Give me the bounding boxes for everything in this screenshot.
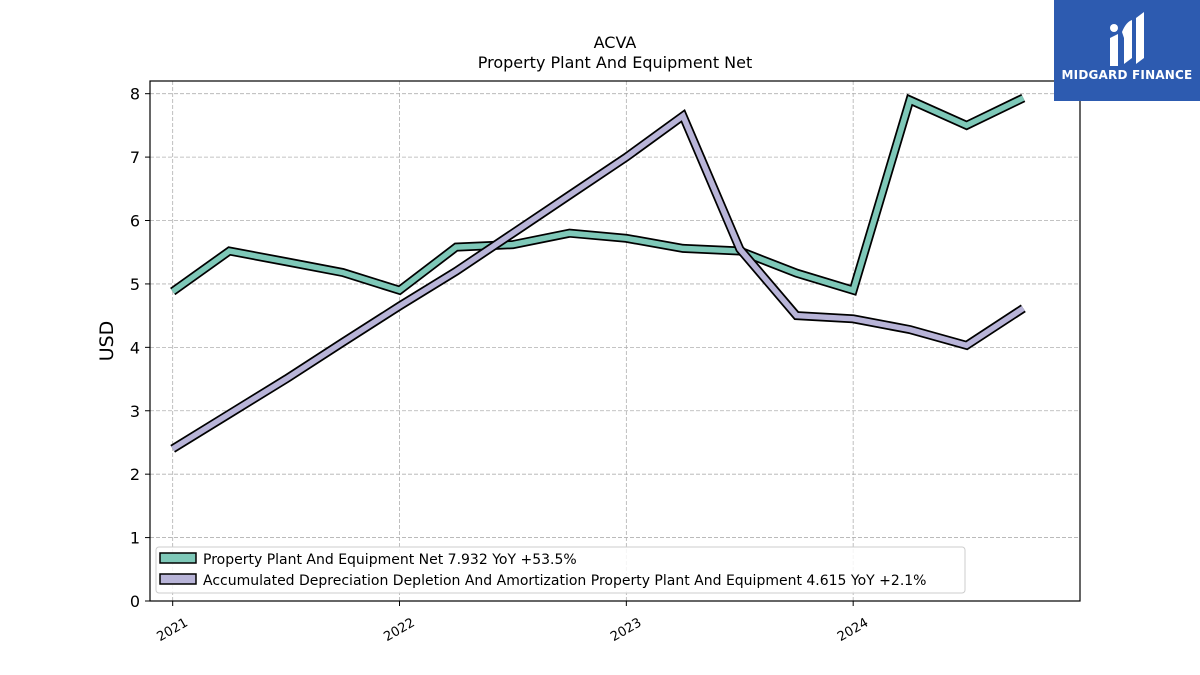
legend-swatch-accum-depreciation <box>159 573 197 585</box>
x-tick-label: 2023 <box>608 615 644 645</box>
series-line <box>171 95 1025 294</box>
y-tick-label: 6 <box>130 212 140 231</box>
y-tick-label: 0 <box>130 592 140 611</box>
y-tick-label: 3 <box>130 402 140 421</box>
series-line-outline <box>170 108 1026 453</box>
brand-name: MIDGARD FINANCE <box>1061 68 1193 82</box>
legend-label-ppe: Property Plant And Equipment Net 7.932 Y… <box>203 552 577 568</box>
series-line <box>171 111 1025 452</box>
legend-box <box>155 546 966 594</box>
x-tick-label: 2024 <box>835 615 871 645</box>
y-tick-label: 8 <box>130 85 140 104</box>
x-axis: 2021 2022 2023 2024 <box>155 601 871 645</box>
legend: Property Plant And Equipment Net 7.932 Y… <box>155 546 966 594</box>
grid <box>150 81 1080 602</box>
y-axis: 0 1 2 3 4 5 6 7 8 <box>130 85 150 611</box>
y-tick-label: 1 <box>130 529 140 548</box>
plot-frame <box>149 80 1081 602</box>
series-lines <box>170 93 1026 453</box>
chart-title: ACVA <box>594 33 637 52</box>
logo-mark-icon <box>1110 12 1144 66</box>
x-tick-label: 2021 <box>155 615 191 645</box>
y-tick-label: 5 <box>130 275 140 294</box>
y-tick-label: 2 <box>130 465 140 484</box>
legend-label-accum-depreciation: Accumulated Depreciation Depletion And A… <box>203 573 926 589</box>
y-axis-label: USD <box>96 321 118 362</box>
legend-swatch-ppe <box>159 552 197 564</box>
brand-logo: MIDGARD FINANCE <box>1054 0 1200 101</box>
y-tick-label: 4 <box>130 338 140 357</box>
x-tick-label: 2022 <box>381 615 417 645</box>
y-tick-label: 7 <box>130 148 140 167</box>
chart-subtitle: Property Plant And Equipment Net <box>478 53 753 72</box>
